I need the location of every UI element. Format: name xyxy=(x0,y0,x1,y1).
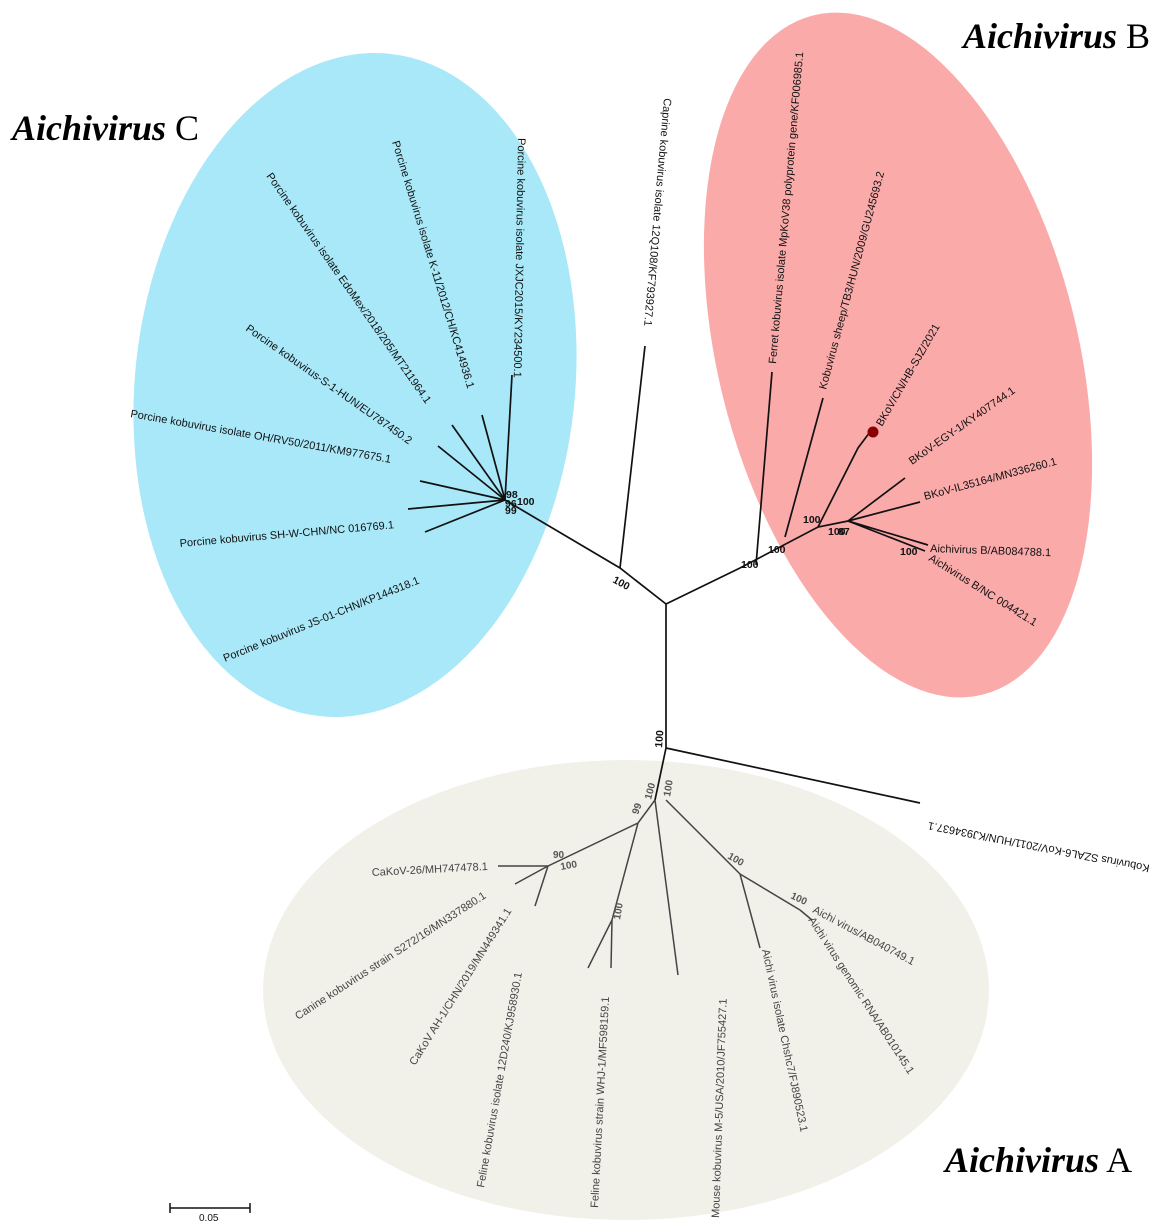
clade-c-title: Aichivirus C xyxy=(10,108,199,148)
bootstrap-root-c: 100 xyxy=(611,574,632,593)
bootstrap-a-top1: 99 xyxy=(630,801,644,816)
bootstrap-a-top2: 100 xyxy=(643,781,658,800)
leaf-c1: Porcine kobuvirus isolate JXJC2015/KY234… xyxy=(511,138,527,378)
bootstrap-c-3: 96 xyxy=(505,498,517,510)
leaf-szal: Kobuvirus SZAL6-KoV/2011/HUN/KJ934637.1 xyxy=(927,819,1151,874)
bootstrap-b-6: 100 xyxy=(900,546,918,558)
bootstrap-b-base: 100 xyxy=(741,559,759,571)
clade-b-title: Aichivirus B xyxy=(961,16,1150,56)
bootstrap-c-2: 100 xyxy=(517,496,535,508)
clade-a-title: Aichivirus A xyxy=(943,1140,1132,1180)
bootstrap-a-feline: 100 xyxy=(612,902,626,921)
bootstrap-root-a: 100 xyxy=(653,730,666,749)
highlight-marker xyxy=(867,426,879,438)
bootstrap-a-canine2: 100 xyxy=(560,859,579,873)
clade-a-branches xyxy=(498,799,813,976)
clade-c-branches xyxy=(407,374,513,533)
clade-a-ellipse xyxy=(263,760,989,1220)
clade-c-ellipse xyxy=(133,53,577,717)
bootstrap-c-4: 99 xyxy=(505,505,517,517)
bootstrap-a-canine1: 90 xyxy=(553,850,565,861)
bootstrap-a-top3: 100 xyxy=(662,779,676,798)
bootstrap-b-5: 87 xyxy=(838,526,850,538)
bootstrap-b-2: 100 xyxy=(768,544,786,556)
bootstrap-b-4: 100 xyxy=(828,526,846,538)
scale-bar: 0.05 xyxy=(169,1203,251,1221)
clade-b-branches xyxy=(755,371,929,566)
clade-b-ellipse xyxy=(703,12,1093,698)
backbone-branches xyxy=(504,345,921,804)
bootstrap-c-1: 98 xyxy=(506,489,518,501)
leaf-b6: Aichivirus B/AB084788.1 xyxy=(930,543,1051,559)
leaf-caprine: Caprine kobuvirus isolate 12Q108/KF79392… xyxy=(641,98,673,327)
bootstrap-b-3: 100 xyxy=(803,514,821,526)
scale-bar-label: 0.05 xyxy=(199,1213,219,1221)
